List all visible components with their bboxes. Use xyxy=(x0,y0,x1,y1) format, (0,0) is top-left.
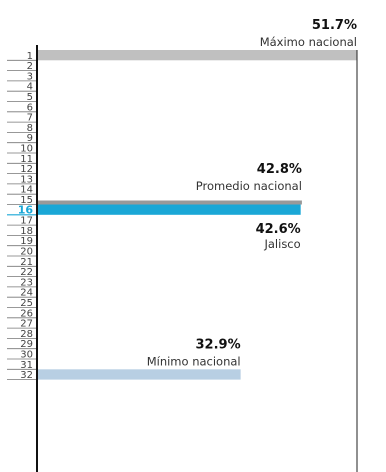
rank-axis: 1234567891011121314151617181920212223242… xyxy=(7,51,37,381)
value-label: 51.7% xyxy=(312,18,357,33)
bars xyxy=(37,50,357,380)
rank-number: 13 xyxy=(20,174,33,185)
rank-number: 15 xyxy=(20,195,33,206)
highlight-rank-number: 16 xyxy=(18,203,34,216)
rank-number: 18 xyxy=(20,226,33,237)
rank-number: 5 xyxy=(27,92,33,103)
rank-number: 31 xyxy=(20,360,33,371)
bar-rank-16 xyxy=(37,204,301,215)
rank-number: 32 xyxy=(20,370,33,381)
rank-number: 10 xyxy=(20,144,33,155)
rank-number: 22 xyxy=(20,267,33,278)
rank-number: 6 xyxy=(27,102,33,113)
caption-label: Jalisco xyxy=(263,237,300,251)
value-label: 32.9% xyxy=(196,337,241,352)
rank-number: 7 xyxy=(27,113,33,124)
rank-number: 27 xyxy=(20,319,33,330)
rank-number: 3 xyxy=(27,71,33,82)
rank-number: 12 xyxy=(20,164,33,175)
rank-number: 11 xyxy=(20,154,33,165)
rank-number: 30 xyxy=(20,350,33,361)
rank-number: 26 xyxy=(20,308,33,319)
rank-number: 4 xyxy=(27,82,33,93)
value-label: 42.6% xyxy=(256,222,301,237)
caption-label: Promedio nacional xyxy=(196,179,302,193)
rank-number: 2 xyxy=(27,61,33,72)
caption-label: Mínimo nacional xyxy=(147,354,241,368)
rank-number: 17 xyxy=(20,216,33,227)
rank-number: 24 xyxy=(20,288,33,299)
caption-label: Máximo nacional xyxy=(260,35,357,49)
rank-number: 8 xyxy=(27,123,33,134)
rank-number: 21 xyxy=(20,257,33,268)
rank-number: 14 xyxy=(20,185,33,196)
value-label: 42.8% xyxy=(257,162,302,177)
rank-number: 28 xyxy=(20,329,33,340)
rank-number: 25 xyxy=(20,298,33,309)
rank-number: 9 xyxy=(27,133,33,144)
bar-labels: 51.7% Máximo nacional 42.8% Promedio nacion… xyxy=(147,18,357,368)
rank-number: 29 xyxy=(20,339,33,350)
rank-number: 1 xyxy=(27,51,33,62)
rank-number: 23 xyxy=(20,277,33,288)
bar-rank-32 xyxy=(37,369,241,380)
rank-number: 20 xyxy=(20,247,33,258)
bar-rank-1 xyxy=(37,50,357,61)
rank-number: 19 xyxy=(20,236,33,247)
bar-rank-15 xyxy=(37,200,302,205)
